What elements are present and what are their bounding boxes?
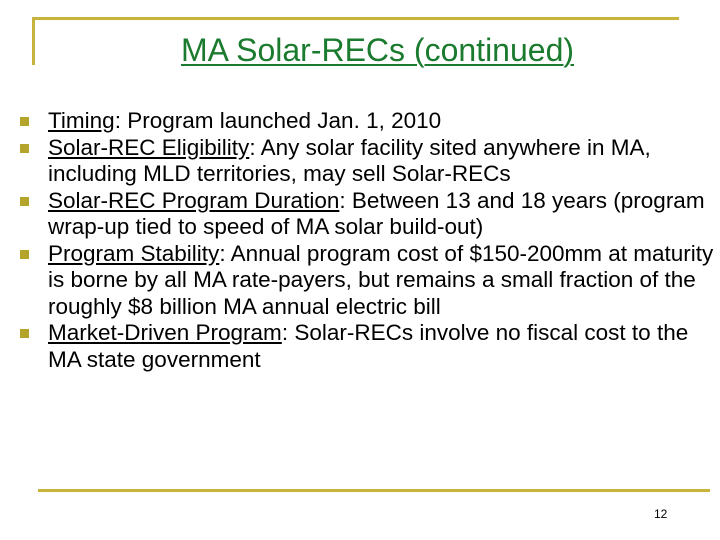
bullet-timing: Timing: Program launched Jan. 1, 2010 — [20, 108, 715, 135]
bullet-term: Solar-REC Eligibility — [48, 134, 250, 160]
bullet-text: : Annual program cost of $150-200mm at m… — [48, 240, 714, 319]
bullet-text: : Solar-RECs involve no fiscal cost to t… — [48, 320, 689, 372]
bullet-term: Timing — [48, 108, 115, 133]
square-bullet-icon — [20, 143, 29, 153]
bullet-term: Solar-REC Program Duration — [48, 187, 340, 213]
bullet-text: : Program launched Jan. 1, 2010 — [114, 108, 442, 133]
square-bullet-icon — [20, 117, 29, 126]
bullet-list: Timing: Program launched Jan. 1, 2010 So… — [20, 108, 715, 373]
bullet-term: Market-Driven Program — [48, 320, 282, 345]
bullet-text: : Between 13 and 18 years (program wrap-… — [48, 187, 705, 240]
slide-title: MA Solar-RECs (continued) — [180, 32, 575, 68]
top-border-line — [32, 17, 679, 20]
bullet-stability: Program Stability: Annual program cost o… — [20, 241, 715, 321]
bullet-eligibility: Solar-REC Eligibility: Any solar facilit… — [20, 135, 715, 188]
bottom-border-line — [38, 489, 710, 492]
left-border-line — [32, 17, 35, 65]
bullet-text: : Any solar facility sited anywhere in M… — [48, 134, 651, 187]
bullet-market-driven: Market-Driven Program: Solar-RECs involv… — [20, 320, 715, 373]
bullet-term: Program Stability — [48, 240, 220, 266]
slide-number: 12 — [654, 507, 668, 521]
square-bullet-icon — [20, 249, 29, 259]
square-bullet-icon — [20, 329, 29, 338]
square-bullet-icon — [20, 196, 29, 206]
bullet-duration: Solar-REC Program Duration: Between 13 a… — [20, 188, 715, 241]
